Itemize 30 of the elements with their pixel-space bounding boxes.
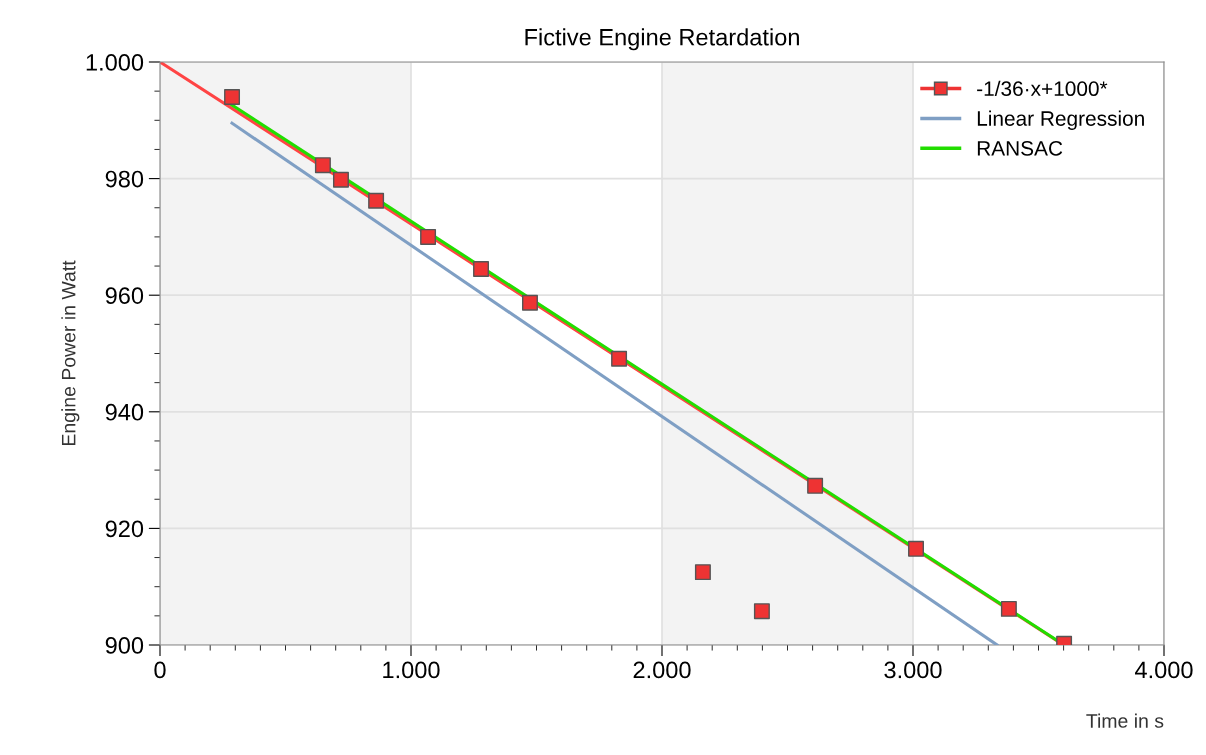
y-axis-title: Engine Power in Watt xyxy=(61,260,80,446)
legend-label: -1/36·x+1000* xyxy=(977,80,1108,97)
point xyxy=(368,192,385,209)
y-tick-label: 980 xyxy=(105,170,144,188)
point xyxy=(521,294,538,311)
legend-label: Linear Regression xyxy=(977,110,1144,131)
point xyxy=(807,477,824,494)
point xyxy=(611,350,628,367)
point xyxy=(332,171,349,188)
point xyxy=(1000,600,1017,617)
point xyxy=(694,564,711,581)
y-tick-label: 1.000 xyxy=(86,54,144,71)
point xyxy=(753,603,770,620)
point xyxy=(224,89,241,105)
point xyxy=(420,228,437,245)
y-tick-label: 900 xyxy=(105,637,144,654)
x-tick-label: 2.000 xyxy=(633,661,691,679)
x-tick-label: 4.000 xyxy=(1135,661,1193,679)
y-tick-label: 960 xyxy=(105,287,144,304)
point xyxy=(473,260,490,277)
y-tick-label: 920 xyxy=(105,520,144,538)
x-tick-label: 1.000 xyxy=(383,661,440,679)
x-tick-label: 0 xyxy=(154,661,166,679)
legend-label: RANSAC xyxy=(977,140,1063,156)
y-tick-label: 940 xyxy=(105,403,144,421)
x-axis-title: Time in s xyxy=(1086,713,1164,728)
chart-title: Fictive Engine Retardation xyxy=(525,28,799,51)
point xyxy=(314,157,331,174)
x-tick-label: 3.000 xyxy=(884,661,942,679)
point xyxy=(908,540,924,557)
